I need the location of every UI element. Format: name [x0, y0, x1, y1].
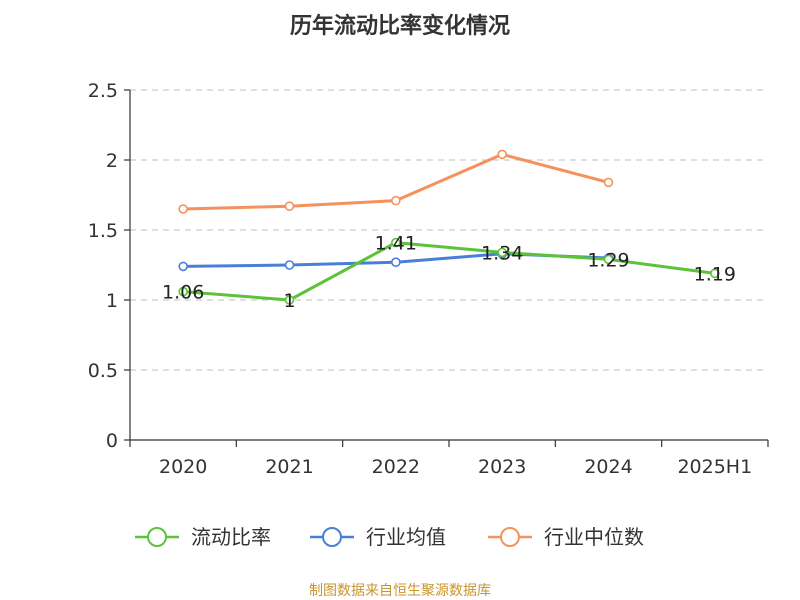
data-label: 1.29 [587, 249, 629, 271]
x-tick-label: 2022 [372, 456, 420, 478]
data-label: 1.41 [375, 233, 417, 255]
series-lines [178, 149, 720, 305]
legend-marker [147, 527, 167, 547]
chart-title: 历年流动比率变化情况 [290, 13, 510, 39]
x-tick-label: 2025H1 [677, 456, 752, 478]
series-point [178, 286, 188, 297]
legend-label: 流动比率 [191, 525, 271, 549]
legend-label: 行业中位数 [544, 525, 644, 549]
source-note: 制图数据来自恒生聚源数据库 [309, 583, 491, 599]
x-tick-label: 2021 [265, 456, 313, 478]
series-point [284, 201, 295, 211]
series-point [603, 254, 614, 265]
series-point [391, 237, 401, 248]
series-point [391, 195, 401, 206]
legend-item[interactable]: 行业中位数 [488, 525, 644, 549]
legend-item[interactable]: 流动比率 [135, 525, 271, 549]
legend-label: 行业均值 [366, 525, 446, 549]
data-label: 1.19 [694, 263, 736, 285]
x-tick-label: 2024 [584, 456, 632, 478]
y-tick-label: 1.5 [88, 220, 118, 242]
series-2 [178, 149, 614, 214]
legend[interactable]: 流动比率 行业均值 行业中位数 [135, 525, 644, 549]
data-label: 1 [283, 290, 295, 312]
series-point [284, 295, 295, 305]
y-tick-label: 2.5 [88, 80, 118, 102]
y-tick-label: 2 [106, 150, 118, 172]
grid-lines [130, 89, 768, 371]
series-0 [178, 237, 720, 305]
legend-marker [500, 527, 520, 547]
series-point [603, 177, 614, 188]
axes: 0 0.5 1 1.5 2 2.5 2020 2021 2022 2023 2024 2025H1 [88, 80, 769, 478]
series-point [178, 204, 188, 214]
series-point [284, 260, 295, 270]
legend-marker [322, 527, 342, 547]
x-tick-label: 2023 [478, 456, 526, 478]
data-label: 1.34 [481, 242, 523, 264]
series-point [497, 247, 507, 258]
series-point [710, 268, 720, 279]
series-point [391, 257, 401, 268]
y-tick-label: 0.5 [88, 360, 118, 382]
y-tick-label: 0 [106, 430, 118, 452]
data-label: 1.06 [162, 282, 204, 304]
series-point [178, 261, 188, 272]
data-labels: 1.06 1 1.41 1.34 1.29 1.19 [162, 233, 736, 312]
y-tick-label: 1 [106, 290, 118, 312]
legend-item[interactable]: 行业均值 [310, 525, 446, 549]
series-point [497, 149, 507, 160]
series-line [183, 241, 716, 302]
x-tick-label: 2020 [159, 456, 207, 478]
